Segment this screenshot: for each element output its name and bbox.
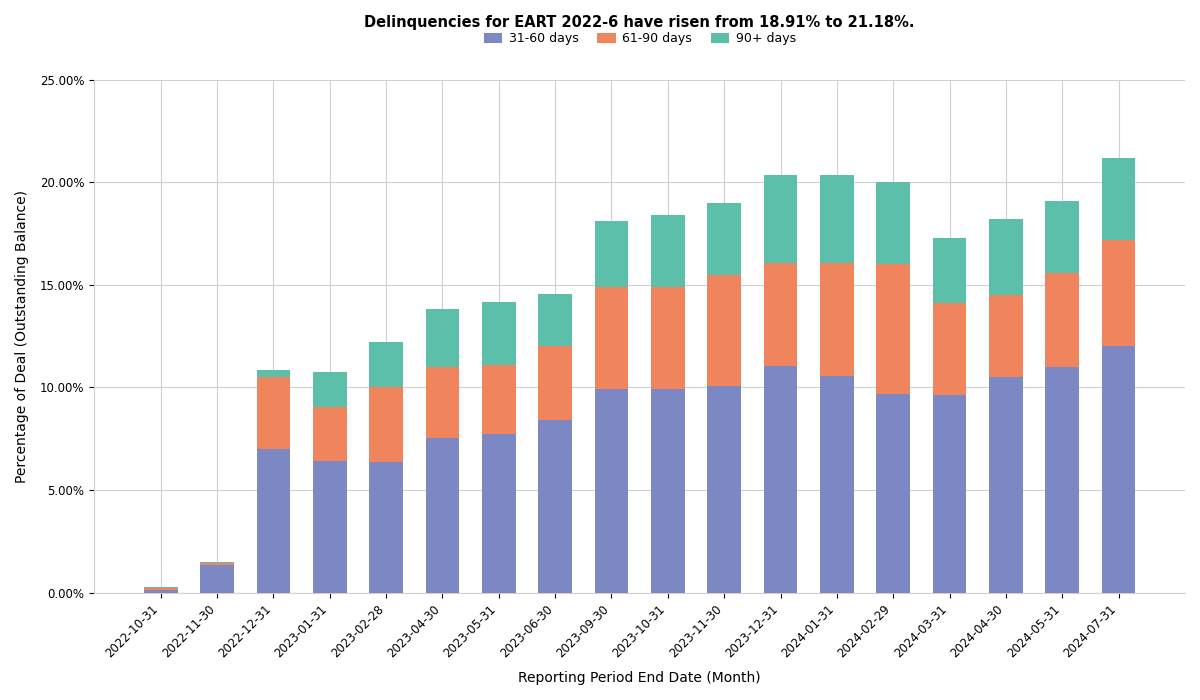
Bar	[1102, 346, 1135, 592]
Bar	[370, 462, 403, 592]
Bar	[1102, 158, 1135, 240]
Bar	[539, 346, 572, 420]
Bar	[763, 175, 798, 263]
Bar	[594, 287, 629, 389]
Bar	[370, 342, 403, 387]
Bar	[707, 274, 742, 386]
Bar	[426, 367, 460, 438]
Bar	[876, 393, 910, 592]
Bar	[820, 376, 853, 592]
Bar	[707, 203, 742, 274]
Bar	[989, 295, 1022, 377]
Bar	[370, 387, 403, 462]
Bar	[482, 433, 516, 592]
Bar	[650, 287, 685, 389]
Bar	[763, 366, 798, 592]
Y-axis label: Percentage of Deal (Outstanding Balance): Percentage of Deal (Outstanding Balance)	[14, 190, 29, 483]
Bar	[650, 389, 685, 592]
Bar	[482, 302, 516, 365]
Bar	[1045, 201, 1079, 272]
X-axis label: Reporting Period End Date (Month): Reporting Period End Date (Month)	[518, 671, 761, 685]
Bar	[707, 386, 742, 592]
Bar	[820, 175, 853, 263]
Bar	[482, 365, 516, 433]
Bar	[594, 221, 629, 287]
Bar	[932, 238, 966, 303]
Legend: 31-60 days, 61-90 days, 90+ days: 31-60 days, 61-90 days, 90+ days	[479, 27, 800, 50]
Bar	[594, 389, 629, 592]
Bar	[257, 377, 290, 449]
Bar	[200, 563, 234, 565]
Bar	[1045, 367, 1079, 592]
Bar	[200, 565, 234, 592]
Bar	[989, 219, 1022, 295]
Bar	[932, 303, 966, 395]
Bar	[539, 420, 572, 592]
Bar	[539, 294, 572, 346]
Bar	[820, 263, 853, 376]
Bar	[313, 407, 347, 461]
Bar	[144, 589, 178, 590]
Bar	[932, 395, 966, 592]
Bar	[313, 372, 347, 407]
Bar	[1045, 272, 1079, 367]
Bar	[313, 461, 347, 592]
Bar	[257, 370, 290, 377]
Bar	[876, 265, 910, 393]
Bar	[144, 587, 178, 589]
Bar	[763, 263, 798, 366]
Bar	[200, 562, 234, 563]
Bar	[1102, 240, 1135, 346]
Bar	[426, 309, 460, 367]
Bar	[257, 449, 290, 592]
Bar	[426, 438, 460, 592]
Bar	[876, 182, 910, 265]
Bar	[650, 215, 685, 287]
Title: Delinquencies for EART 2022-6 have risen from 18.91% to 21.18%.: Delinquencies for EART 2022-6 have risen…	[365, 15, 914, 30]
Bar	[989, 377, 1022, 592]
Bar	[144, 590, 178, 592]
